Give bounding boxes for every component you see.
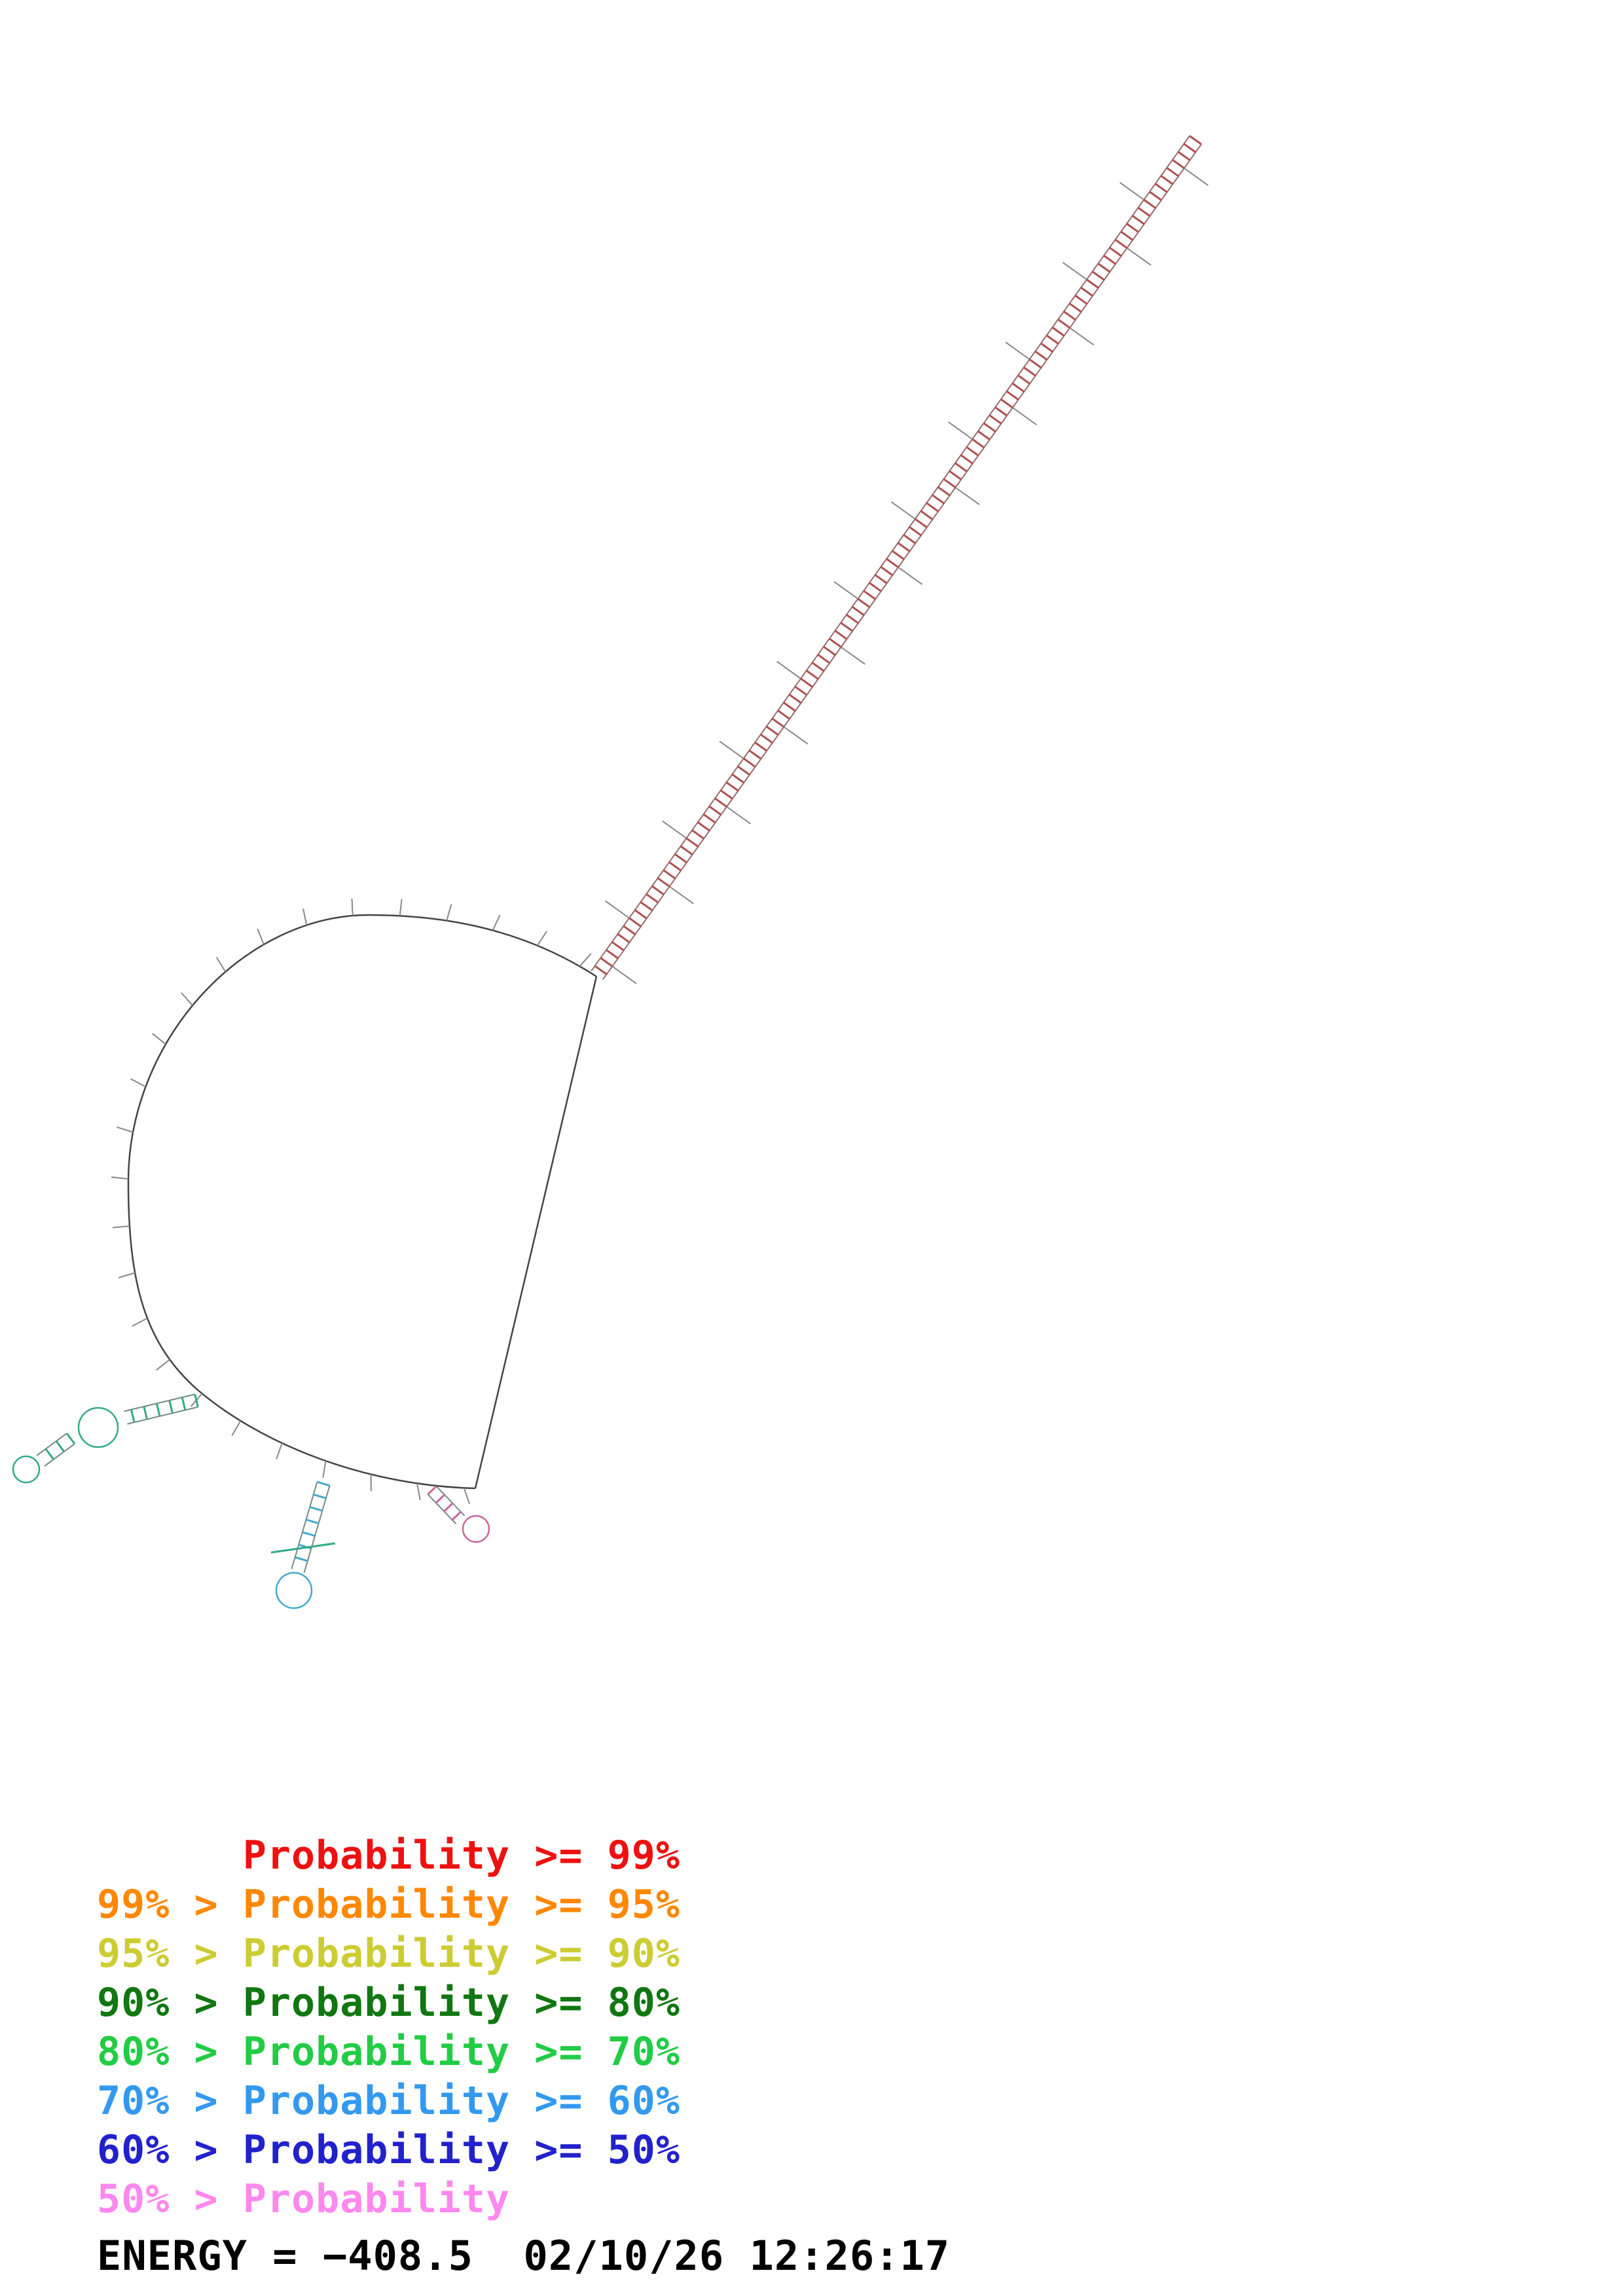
legend-item-99: Probability >= 99% [97, 1833, 680, 1878]
legend-item-90-95: 95% > Probability >= 90% [97, 1931, 680, 1977]
legend-item-60-70: 70% > Probability >= 60% [97, 2078, 680, 2124]
probability-legend: Probability >= 99% 99% > Probability >= … [97, 1831, 680, 2224]
energy-caption: ENERGY = −408.5 02/10/26 12:26:17 [97, 2232, 951, 2280]
legend-item-80-90: 90% > Probability >= 80% [97, 1980, 680, 2026]
legend-item-70-80: 80% > Probability >= 70% [97, 2029, 680, 2075]
legend-item-95-99: 99% > Probability >= 95% [97, 1882, 680, 1928]
legend-item-50-60: 60% > Probability >= 50% [97, 2127, 680, 2173]
legend-item-below-50: 50% > Probability [97, 2176, 511, 2222]
